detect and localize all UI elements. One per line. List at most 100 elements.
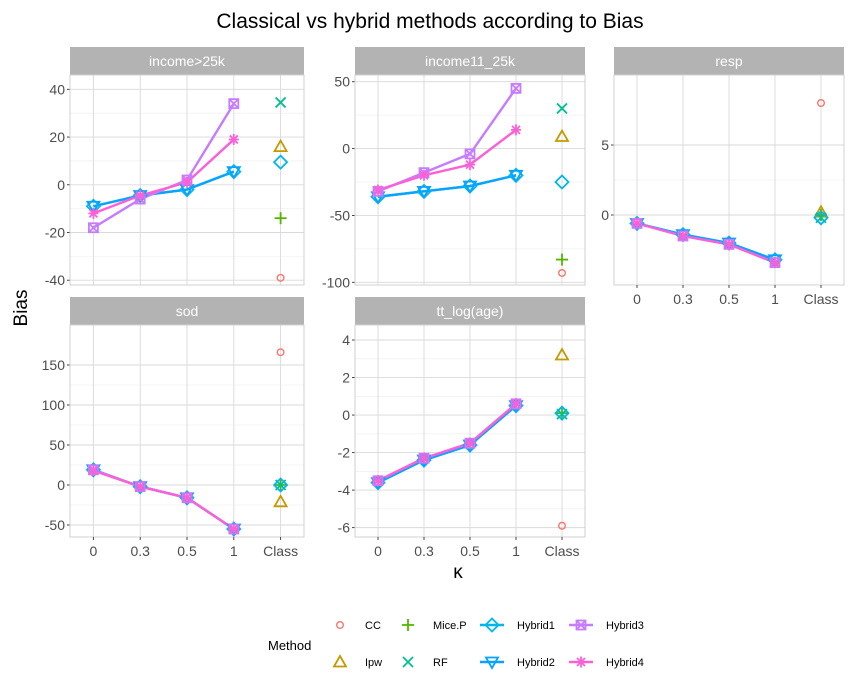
point-hybrid4	[135, 481, 146, 493]
point-class-ipw	[554, 347, 570, 361]
point-class-cc	[276, 273, 285, 282]
x-tick-label: 0.3	[673, 291, 693, 307]
point-hybrid4	[373, 184, 383, 196]
y-tick-label: 5	[601, 137, 609, 153]
legend-entry-rf: RF	[402, 656, 448, 669]
point-class-hybrid1	[554, 405, 570, 421]
point-hybrid4	[419, 169, 429, 181]
point-hybrid2	[226, 166, 242, 180]
facet-label: income11_25k	[425, 53, 516, 69]
point-hybrid3	[464, 148, 476, 160]
point-hybrid4	[511, 124, 521, 136]
legend-key-hybrid4	[576, 656, 586, 668]
point-class-hybrid1	[554, 174, 570, 190]
series-line-hybrid4	[92, 138, 235, 215]
x-tick-label: Class	[803, 291, 838, 307]
legend: Method CC Ipw Mice.P RF Hybrid1 Hybrid2 Hybrid…	[268, 617, 644, 670]
legend-label: Hybrid2	[517, 657, 555, 669]
facet-strip	[70, 297, 304, 325]
x-tick-label: 1	[771, 291, 779, 307]
x-tick-label: 0.5	[177, 543, 197, 559]
facet-label: resp	[715, 53, 742, 69]
point-class-rf	[274, 96, 287, 109]
facet-strip	[614, 47, 844, 75]
legend-key-hybrid3	[575, 619, 587, 631]
x-tick-label: 1	[230, 543, 238, 559]
y-tick-label: -20	[45, 225, 65, 241]
y-tick-label: -4	[338, 482, 351, 498]
y-tick-label: 0	[601, 207, 609, 223]
legend-entry-mice-p: Mice.P	[402, 619, 467, 632]
chart-title: Classical vs hybrid methods according to…	[216, 10, 643, 33]
point-class-ipw	[273, 138, 289, 152]
x-axis-title: κ	[453, 562, 463, 583]
legend-label: CC	[365, 620, 381, 632]
facet-income11-25k: income11_25k -100 -50 0 50	[322, 47, 586, 290]
y-tick-label: -40	[45, 272, 65, 288]
legend-entry-hybrid1: Hybrid1	[480, 617, 555, 633]
legend-key-rf	[402, 656, 414, 668]
point-hybrid4	[632, 217, 642, 229]
point-hybrid4	[770, 257, 780, 269]
legend-key-mice-p	[402, 619, 414, 631]
x-tick-label: 0.5	[719, 291, 739, 307]
point-hybrid3	[88, 222, 99, 234]
point-class-rf	[556, 102, 568, 115]
point-hybrid4	[135, 190, 146, 202]
facet-sod: sod -50 0 50 100 150 0 0.3 0.5 1 Class	[42, 297, 305, 559]
x-tick-label: Class	[544, 543, 579, 559]
point-class-ipw	[273, 493, 289, 508]
point-class-cc	[276, 348, 285, 357]
y-tick-label: 4	[342, 332, 350, 348]
facet-panels: income>25k-40-2002040income11_25k-100-50…	[42, 47, 845, 559]
point-class-mice-p	[274, 212, 287, 225]
legend-entry-cc: CC	[336, 620, 381, 632]
x-tick-label: 0.3	[414, 543, 434, 559]
facet-label: sod	[176, 303, 199, 319]
point-hybrid4	[465, 159, 475, 171]
point-hybrid2	[85, 200, 101, 215]
legend-label: Mice.P	[433, 620, 467, 632]
point-hybrid2	[508, 169, 524, 184]
point-hybrid4	[88, 465, 99, 477]
y-tick-label: 50	[49, 437, 65, 453]
facet-strip	[70, 47, 304, 75]
x-tick-label: 0.5	[460, 543, 480, 559]
point-class-mice-p	[556, 253, 568, 266]
x-tick-label: 0	[90, 543, 98, 559]
point-hybrid4	[228, 133, 239, 145]
point-class-cc	[558, 521, 567, 530]
point-class-hybrid1	[272, 477, 289, 493]
legend-key-ipw	[332, 654, 348, 668]
y-tick-label: -6	[338, 520, 351, 536]
x-tick-label: Class	[263, 543, 298, 559]
facet-strip	[355, 47, 585, 75]
point-class-cc	[558, 268, 567, 277]
facet-label: tt_log(age)	[437, 303, 504, 319]
legend-key-hybrid1	[484, 617, 500, 633]
point-hybrid2	[462, 180, 478, 194]
y-tick-label: 2	[342, 370, 350, 386]
legend-entry-ipw: Ipw	[332, 654, 382, 669]
series-line-hybrid2	[377, 404, 517, 484]
y-axis-title: Bias	[11, 290, 32, 327]
legend-label: Ipw	[365, 657, 382, 669]
y-tick-label: 0	[57, 177, 65, 193]
y-tick-label: -2	[338, 445, 351, 461]
facet-strip	[355, 297, 585, 325]
y-tick-label: 0	[342, 407, 350, 423]
legend-label: Hybrid4	[606, 657, 644, 669]
x-tick-label: 1	[512, 543, 520, 559]
legend-key-hybrid2	[484, 656, 500, 670]
point-hybrid4	[419, 452, 429, 464]
y-tick-label: -50	[45, 517, 65, 533]
y-tick-label: 50	[334, 74, 350, 90]
point-hybrid3	[510, 82, 522, 94]
point-hybrid4	[678, 230, 688, 242]
y-tick-label: 100	[42, 397, 66, 413]
series-line-hybrid4	[93, 469, 235, 530]
legend-entry-hybrid2: Hybrid2	[480, 656, 555, 670]
y-tick-label: -50	[330, 207, 350, 223]
point-hybrid3	[228, 98, 240, 110]
